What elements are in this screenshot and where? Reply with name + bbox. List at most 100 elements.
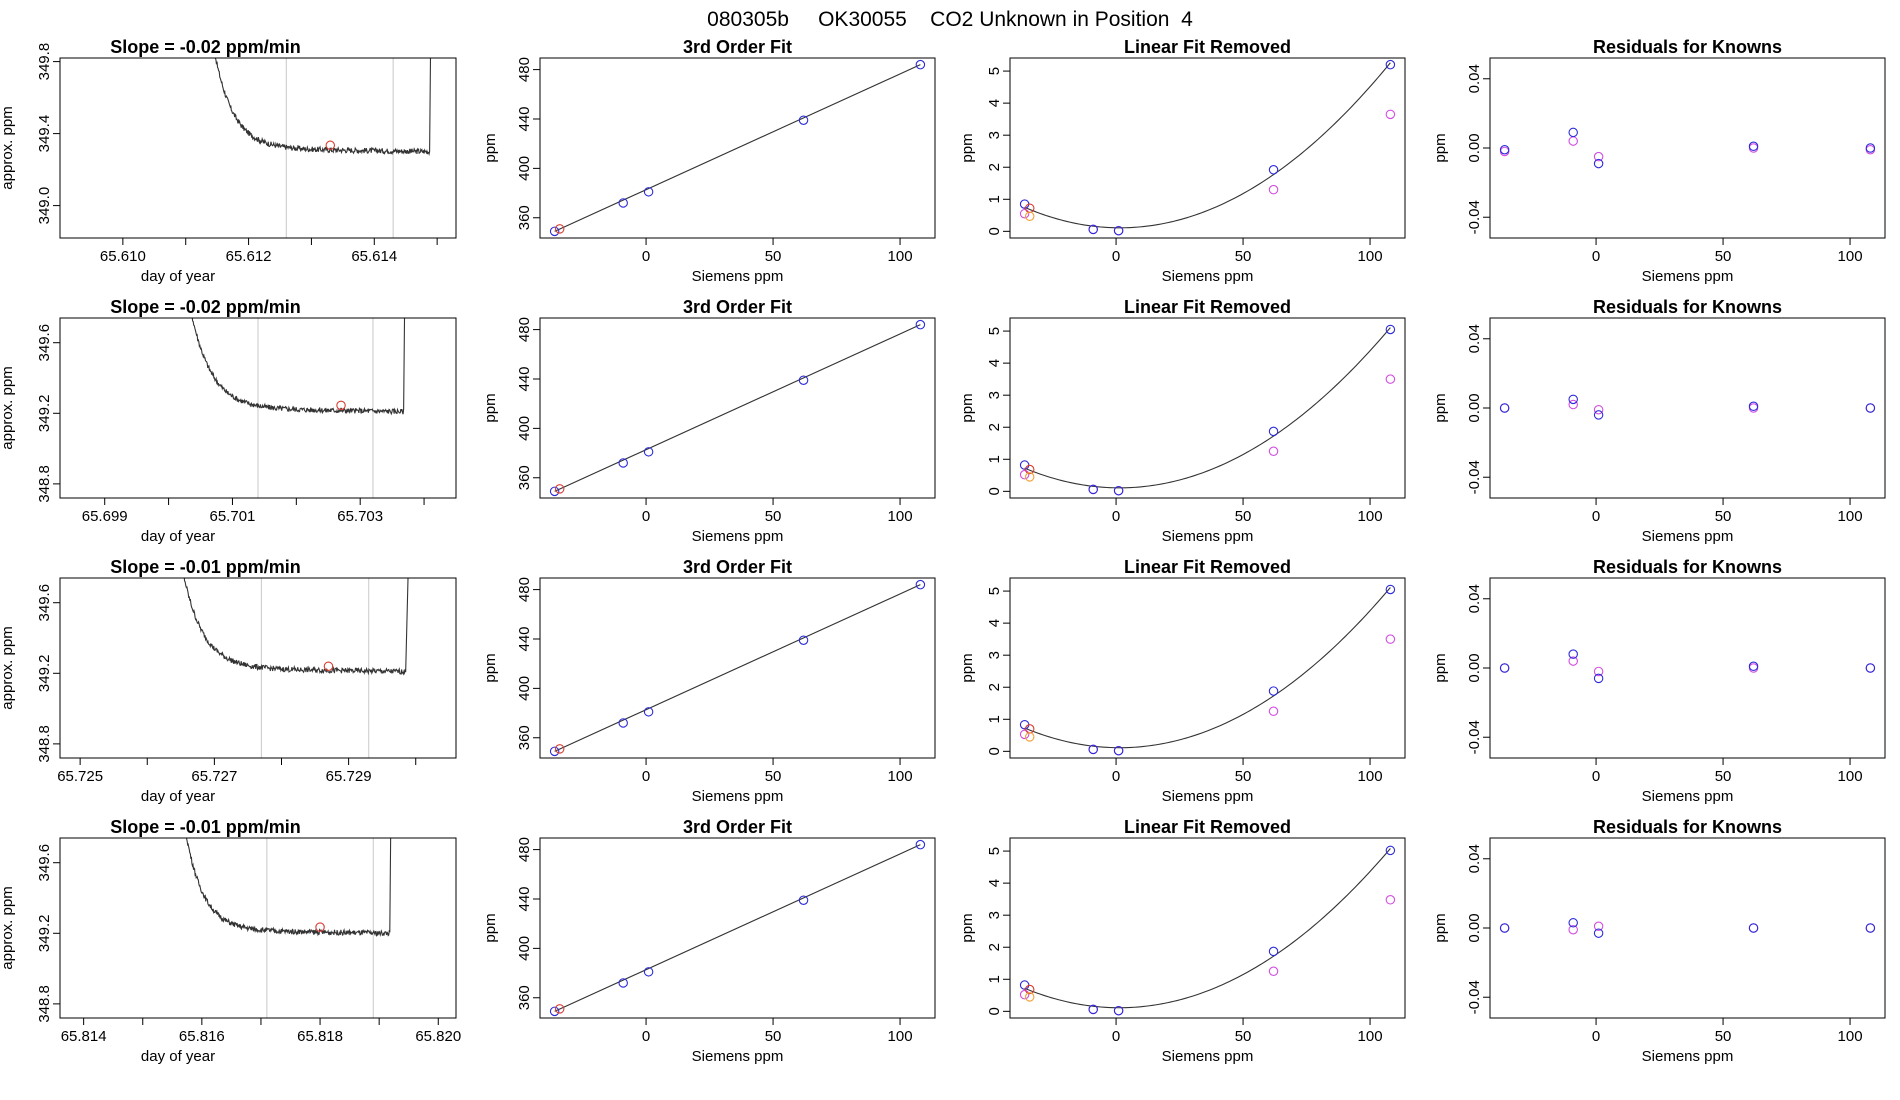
residual-known-point <box>1568 127 1578 138</box>
linear-removed-known-point <box>1268 165 1279 175</box>
sample-marker <box>315 922 325 932</box>
timeseries-frame <box>59 317 457 499</box>
residuals-xtick-label: 100 <box>1838 508 1863 525</box>
residuals-panel: Residuals for Knowns 0 50 100 -0.04 0.00 0.04 S… <box>1432 297 1886 545</box>
fit-xtick-label: 50 <box>765 248 782 265</box>
linear-removed-ytick-label: 1 <box>986 715 1003 723</box>
linear-removed-title: Linear Fit Removed <box>1124 557 1291 577</box>
residual-magenta-point <box>1593 666 1604 677</box>
linear-removed-magenta-point <box>1268 966 1279 977</box>
timeseries-frame <box>59 837 457 1019</box>
linear-removed-ytick-label: 0 <box>986 1007 1003 1015</box>
residuals-ytick-label: -0.04 <box>1466 720 1483 754</box>
linear-removed-unknown-orange <box>1024 992 1035 1002</box>
fit-line <box>554 64 921 232</box>
timeseries-panel: Slope = -0.02 ppm/min 65.610 65.612 65.614 3… <box>0 37 457 285</box>
linear-removed-frame <box>1009 837 1406 1019</box>
slope-title: Slope = -0.02 ppm/min <box>110 297 301 317</box>
timeseries-ylabel: approx. ppm <box>0 626 16 709</box>
fit-ytick-label: 360 <box>516 985 533 1010</box>
linear-removed-known-point <box>1385 845 1396 856</box>
fit-panel: 3rd Order Fit 0 50 100 360 400 440 480 Siemens p… <box>482 817 936 1065</box>
fit-ytick-label: 480 <box>516 317 533 342</box>
residual-known-point <box>1499 144 1510 155</box>
linear-removed-xtick-label: 100 <box>1358 248 1383 265</box>
linear-removed-magenta-point <box>1268 184 1279 195</box>
linear-removed-known-point <box>1019 980 1030 990</box>
residuals-xlabel: Siemens ppm <box>1642 1048 1734 1065</box>
fit-unknown-point <box>554 1004 565 1014</box>
figure-title: 080305b OK30055 CO2 Unknown in Position … <box>707 8 1193 31</box>
linear-removed-ytick-label: 0 <box>986 227 1003 235</box>
linear-removed-xtick-label: 50 <box>1235 508 1252 525</box>
timeseries-panel: Slope = -0.02 ppm/min 65.699 65.701 65.703 3… <box>0 297 457 545</box>
residual-known-point <box>1499 663 1510 673</box>
residual-known-point <box>1748 401 1759 412</box>
fit-xtick-label: 100 <box>888 1028 913 1045</box>
residual-magenta-point <box>1568 656 1578 666</box>
fit-xtick-label: 0 <box>642 1028 650 1045</box>
residual-known-point <box>1748 661 1759 672</box>
timeseries-xlabel: day of year <box>141 528 215 545</box>
linear-removed-magenta-point <box>1019 729 1030 740</box>
timeseries-ylabel: approx. ppm <box>0 366 16 449</box>
residuals-xlabel: Siemens ppm <box>1642 528 1734 545</box>
residual-known-point <box>1568 394 1578 405</box>
fit-known-point <box>618 718 628 728</box>
linear-removed-magenta-point <box>1019 469 1030 480</box>
fit-known-point <box>798 375 809 385</box>
linear-removed-xlabel: Siemens ppm <box>1162 788 1254 805</box>
residual-known-point <box>1593 158 1604 169</box>
residual-known-point <box>1499 923 1510 933</box>
linear-removed-known-point <box>1113 225 1124 236</box>
linear-removed-xtick-label: 100 <box>1358 768 1383 785</box>
residual-magenta-point <box>1568 399 1578 410</box>
residuals-ytick-label: 0.00 <box>1466 133 1483 162</box>
linear-removed-xtick-label: 0 <box>1112 248 1120 265</box>
fit-ytick-label: 400 <box>516 936 533 961</box>
linear-removed-panel: Linear Fit Removed 0 50 100 0 1 2 3 4 5 Siemens pp… <box>959 817 1406 1065</box>
fit-ytick-label: 400 <box>516 676 533 701</box>
linear-removed-ytick-label: 3 <box>986 131 1003 139</box>
timeseries-ytick-label: 349.0 <box>36 187 53 225</box>
linear-removed-xtick-label: 0 <box>1112 768 1120 785</box>
linear-removed-ytick-label: 4 <box>986 359 1003 367</box>
timeseries-xtick-label: 65.818 <box>297 1028 343 1045</box>
fit-known-point <box>798 635 809 645</box>
linear-removed-known-point <box>1113 745 1124 756</box>
residual-known-point <box>1499 403 1510 413</box>
linear-removed-ytick-label: 1 <box>986 195 1003 203</box>
fit-ytick-label: 360 <box>516 465 533 490</box>
fit-ytick-label: 400 <box>516 416 533 441</box>
timeseries-ytick-label: 348.8 <box>36 985 53 1023</box>
timeseries-xtick-label: 65.727 <box>191 768 237 785</box>
timeseries-ytick-label: 349.2 <box>36 395 53 433</box>
residual-known-point <box>1748 923 1759 933</box>
fit-known-point <box>549 226 560 237</box>
linear-removed-ytick-label: 2 <box>986 943 1003 951</box>
linear-removed-known-point <box>1019 460 1030 470</box>
fit-xtick-label: 100 <box>888 768 913 785</box>
linear-removed-panel: Linear Fit Removed 0 50 100 0 1 2 3 4 5 Siemens pp… <box>959 557 1406 805</box>
fit-panel: 3rd Order Fit 0 50 100 360 400 440 480 Siemens p… <box>482 297 936 545</box>
residuals-frame <box>1489 317 1886 499</box>
residuals-xtick-label: 100 <box>1838 248 1863 265</box>
linear-removed-unknown-orange <box>1024 732 1035 742</box>
linear-removed-known-point <box>1113 1005 1124 1016</box>
fit-known-point <box>618 198 628 208</box>
linear-removed-ytick-label: 3 <box>986 651 1003 659</box>
linear-removed-ylabel: ppm <box>959 913 976 942</box>
linear-removed-magenta-point <box>1268 706 1279 717</box>
fit-known-point <box>915 839 926 850</box>
sample-marker <box>325 140 336 151</box>
fit-xtick-label: 0 <box>642 508 650 525</box>
linear-removed-magenta-point <box>1385 634 1396 644</box>
timeseries-ytick-label: 348.8 <box>36 465 53 503</box>
timeseries-ylabel: approx. ppm <box>0 106 16 189</box>
residuals-title: Residuals for Knowns <box>1593 37 1782 57</box>
residuals-ytick-label: 0.00 <box>1466 653 1483 682</box>
linear-removed-known-point <box>1385 584 1396 595</box>
residuals-ylabel: ppm <box>1432 913 1449 942</box>
linear-removed-frame <box>1009 57 1406 239</box>
timeseries-xtick-label: 65.729 <box>326 768 372 785</box>
